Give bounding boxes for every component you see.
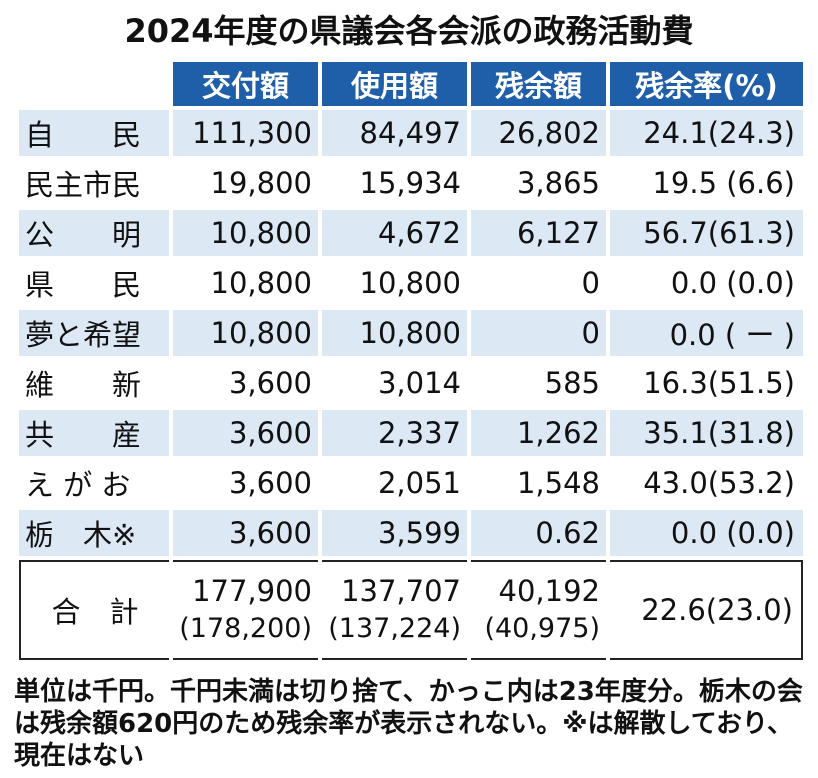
header-remain: 残余額 [471, 62, 606, 106]
total-used-prev: (137,224) [328, 613, 461, 644]
total-grant: 177,900 [192, 574, 312, 608]
total-remain: 40,192 [498, 574, 600, 608]
grant-cell: 3,600 [173, 510, 318, 556]
grant-cell: 3,600 [173, 410, 318, 456]
total-used: 137,707 [341, 574, 461, 608]
total-remain-cell: 40,192 (40,975) [471, 560, 606, 660]
page-title: 2024年度の県議会各会派の政務活動費 [124, 12, 694, 50]
total-row: 合 計 177,900 (178,200) 137,707 (137,224) … [19, 560, 803, 660]
grant-cell: 10,800 [173, 210, 318, 256]
remain-cell: 0.62 [471, 510, 606, 556]
rate-cell: 43.0(53.2) [643, 466, 795, 500]
total-label: 合 計 [19, 560, 169, 660]
used-cell: 15,934 [359, 166, 461, 200]
used-cell: 3,599 [322, 510, 467, 556]
total-used-cell: 137,707 (137,224) [322, 560, 467, 660]
remain-cell: 1,262 [471, 410, 606, 456]
rate-cell: 24.1(24.3) [610, 110, 803, 156]
footnote: 単位は千円。千円未満は切り捨て、かっこ内は23年度分。栃木の会は残余額620円の… [14, 677, 803, 771]
rate-cell: 16.3(51.5) [643, 366, 795, 400]
remain-cell: 6,127 [471, 210, 606, 256]
header-blank [19, 62, 169, 106]
faction-name: 民主市民 [25, 168, 142, 202]
grant-cell: 10,800 [210, 266, 312, 300]
faction-name: 公 明 [19, 210, 169, 256]
used-cell: 2,337 [322, 410, 467, 456]
table-row: 夢と希望 10,800 10,800 0 0.0 ( ー ) [19, 310, 803, 356]
header-rate: 残余率(%) [610, 62, 803, 106]
expense-table: 交付額 使用額 残余額 残余率(%) 自 民 111,300 84,497 26… [15, 58, 807, 664]
total-grant-cell: 177,900 (178,200) [173, 560, 318, 660]
faction-name: え が お [25, 468, 131, 502]
remain-cell: 1,548 [516, 466, 600, 500]
rate-cell: 35.1(31.8) [610, 410, 803, 456]
faction-name: 自 民 [19, 110, 169, 156]
used-cell: 84,497 [322, 110, 467, 156]
table-row: え が お 3,600 2,051 1,548 43.0(53.2) [19, 460, 803, 506]
used-cell: 2,051 [377, 466, 461, 500]
used-cell: 10,800 [322, 310, 467, 356]
table-row: 自 民 111,300 84,497 26,802 24.1(24.3) [19, 110, 803, 156]
used-cell: 10,800 [359, 266, 461, 300]
faction-name: 栃 木※ [19, 510, 169, 556]
grant-cell: 3,600 [228, 366, 312, 400]
header-row: 交付額 使用額 残余額 残余率(%) [19, 62, 803, 106]
remain-cell: 0 [471, 310, 606, 356]
rate-cell: 0.0 (0.0) [670, 266, 795, 300]
header-grant: 交付額 [173, 62, 318, 106]
remain-cell: 585 [544, 366, 600, 400]
rate-cell: 19.5 (6.6) [652, 166, 795, 200]
remain-cell: 0 [581, 266, 600, 300]
header-used: 使用額 [322, 62, 467, 106]
table-row: 栃 木※ 3,600 3,599 0.62 0.0 (0.0) [19, 510, 803, 556]
total-remain-prev: (40,975) [484, 613, 600, 644]
used-cell: 4,672 [322, 210, 467, 256]
faction-name: 共 産 [19, 410, 169, 456]
remain-cell: 3,865 [516, 166, 600, 200]
grant-cell: 3,600 [228, 466, 312, 500]
used-cell: 3,014 [377, 366, 461, 400]
grant-cell: 10,800 [173, 310, 318, 356]
table-row: 県 民 10,800 10,800 0 0.0 (0.0) [19, 260, 803, 306]
table-row: 公 明 10,800 4,672 6,127 56.7(61.3) [19, 210, 803, 256]
grant-cell: 19,800 [210, 166, 312, 200]
rate-cell: 0.0 ( ー ) [610, 310, 803, 356]
total-rate: 22.6(23.0) [610, 560, 803, 660]
faction-name: 県 民 [25, 268, 142, 302]
table-row: 維 新 3,600 3,014 585 16.3(51.5) [19, 360, 803, 406]
remain-cell: 26,802 [471, 110, 606, 156]
faction-name: 夢と希望 [19, 310, 169, 356]
table-row: 共 産 3,600 2,337 1,262 35.1(31.8) [19, 410, 803, 456]
faction-name: 維 新 [25, 368, 142, 402]
rate-cell: 56.7(61.3) [610, 210, 803, 256]
rate-cell: 0.0 (0.0) [610, 510, 803, 556]
table-row: 民主市民 19,800 15,934 3,865 19.5 (6.6) [19, 160, 803, 206]
total-grant-prev: (178,200) [179, 613, 312, 644]
grant-cell: 111,300 [173, 110, 318, 156]
